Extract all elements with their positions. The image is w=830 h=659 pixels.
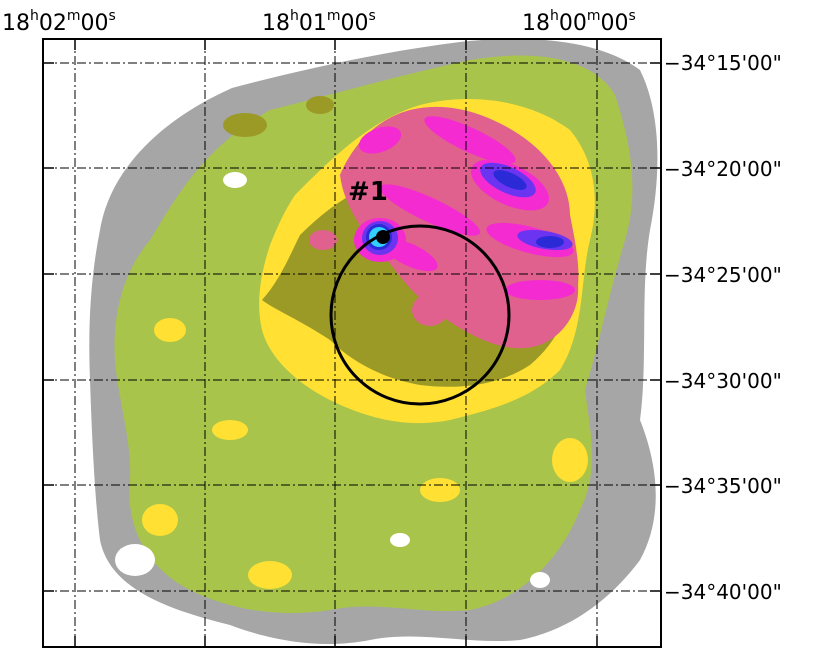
ra-tick-label: 18h02m00s bbox=[2, 8, 116, 36]
contour-level-4-patch bbox=[306, 96, 334, 114]
dec-tick-label: −34°25'00" bbox=[664, 263, 782, 287]
frame-ticks bbox=[43, 39, 661, 647]
contour-level-3-patch bbox=[552, 438, 588, 482]
contour-level-3-patch bbox=[212, 420, 248, 440]
dec-tick-label: −34°35'00" bbox=[664, 474, 782, 498]
region-circle bbox=[329, 224, 511, 406]
source-marker bbox=[376, 230, 390, 244]
dec-tick-label: −34°30'00" bbox=[664, 369, 782, 393]
source-label: #1 bbox=[348, 177, 388, 207]
coordinate-grid bbox=[43, 39, 661, 647]
contour-level-3-patch bbox=[420, 478, 460, 502]
contour-level-3-patch bbox=[142, 504, 178, 536]
dec-tick-label: −34°15'00" bbox=[664, 51, 782, 75]
dec-tick-label: −34°20'00" bbox=[664, 157, 782, 181]
contour-level-3-patch bbox=[248, 561, 292, 589]
ra-tick-label: 18h01m00s bbox=[262, 8, 376, 36]
plot-frame bbox=[42, 38, 662, 648]
ra-tick-labels: 18h02m00s 18h01m00s 18h00m00s bbox=[2, 8, 636, 36]
dec-tick-labels: −34°15'00" −34°20'00" −34°25'00" −34°30'… bbox=[664, 51, 782, 604]
map-holes bbox=[115, 172, 550, 588]
intensity-map bbox=[89, 39, 658, 644]
dec-tick-label: −34°40'00" bbox=[664, 580, 782, 604]
contour-level-4-patch bbox=[223, 113, 267, 137]
contour-level-5-patch bbox=[412, 294, 448, 326]
contour-level-5-patch bbox=[472, 318, 528, 342]
contour-level-3-patch bbox=[154, 318, 186, 342]
contour-level-5-patch bbox=[309, 230, 337, 250]
ra-tick-label: 18h00m00s bbox=[522, 8, 636, 36]
